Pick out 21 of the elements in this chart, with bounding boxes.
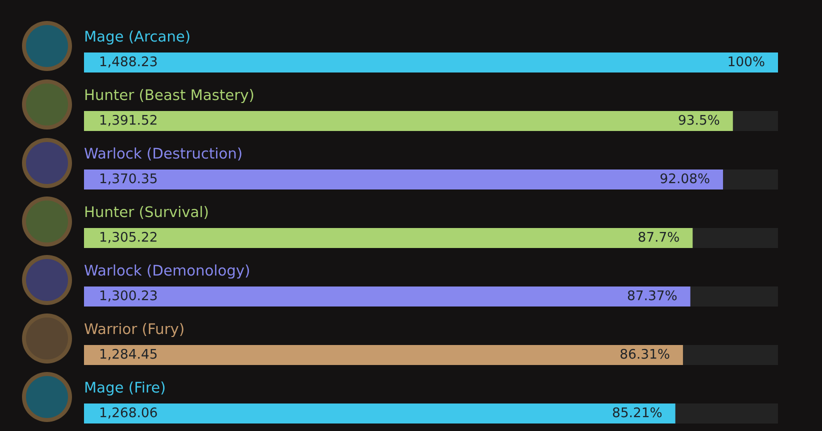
data-label: 1,370.35 bbox=[100, 173, 157, 185]
annotation: 85.21% bbox=[612, 407, 662, 418]
annotation: 92.08% bbox=[660, 173, 710, 184]
annotation: 87.7% bbox=[638, 232, 679, 242]
annotation: 100% bbox=[728, 56, 764, 66]
y-tick-label: Hunter (Survival) bbox=[85, 206, 208, 219]
data-label: 1,284.45 bbox=[100, 348, 157, 360]
y-tick-label: Hunter (Beast Mastery) bbox=[85, 88, 254, 104]
data-label: 1,391.52 bbox=[100, 114, 156, 126]
annotation: 87.37% bbox=[628, 290, 677, 300]
y-tick-label: Mage (Arcane) bbox=[85, 30, 190, 45]
data-label: 1,305.22 bbox=[100, 232, 156, 244]
data-label: 1,268.06 bbox=[100, 407, 157, 419]
y-tick-label: Warlock (Demonology) bbox=[84, 264, 249, 279]
data-label: 1,488.23 bbox=[100, 56, 157, 68]
data-label: 1,300.23 bbox=[100, 290, 157, 302]
y-tick-label: Warlock (Destruction) bbox=[84, 147, 242, 160]
y-tick-label: Warrior (Fury) bbox=[84, 322, 184, 338]
annotation: 93.5% bbox=[678, 114, 720, 125]
annotation: 86.31% bbox=[620, 348, 670, 359]
y-tick-label: Mage (Fire) bbox=[85, 381, 165, 396]
